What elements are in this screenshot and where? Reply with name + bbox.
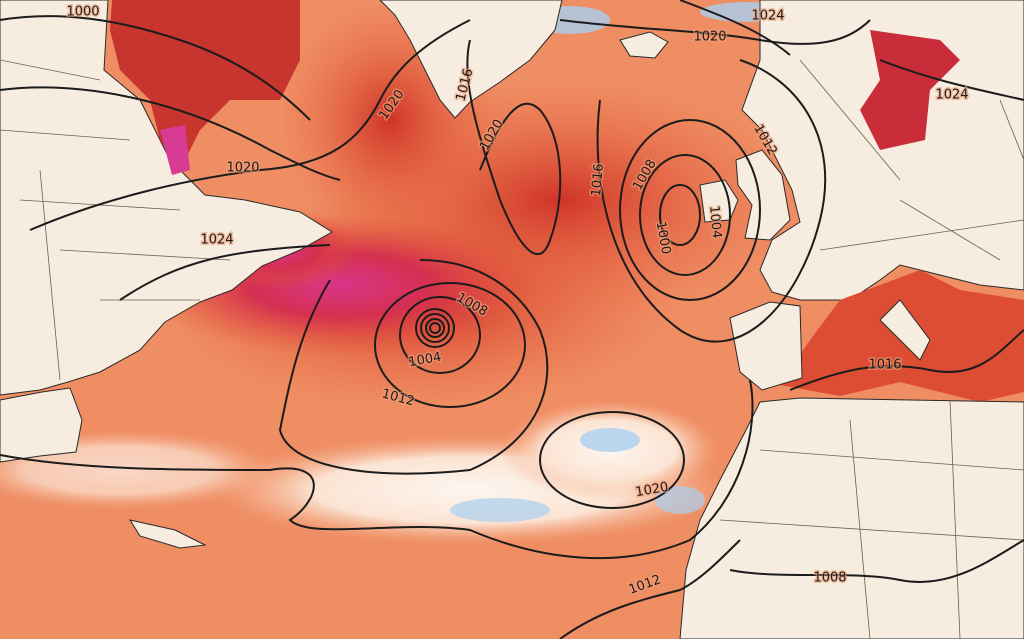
isobar-label: 1000 [66, 5, 99, 20]
ocean-shape [580, 428, 640, 452]
land-shape [735, 149, 791, 241]
isobars-shape [729, 539, 1024, 583]
isobars-shape [420, 313, 450, 343]
isobar-label: 1004 [407, 350, 442, 371]
ocean-shape [655, 486, 705, 514]
isobars-shape [619, 119, 761, 301]
south-land-shape [879, 299, 931, 361]
isobars-shape [539, 411, 685, 509]
isobar-label: 1016 [589, 163, 607, 197]
isobars-shape [119, 244, 331, 301]
borders-shape [719, 59, 1024, 639]
land-shape [699, 179, 739, 223]
land-shape [0, 387, 83, 463]
south-land [679, 299, 1024, 639]
isobar-label: 1020 [226, 161, 259, 176]
isobar-label: 1016 [868, 358, 901, 373]
isobar-label: 1024 [200, 233, 233, 248]
land-shape [128, 519, 207, 549]
isobar-label: 1004 [706, 205, 724, 239]
isobars-shape [278, 259, 549, 475]
isobars-shape [789, 329, 1024, 391]
isobars-shape [596, 59, 827, 343]
isobars-shape [0, 86, 341, 181]
isobars-shape [559, 19, 871, 45]
inland-seas-shape [160, 125, 190, 175]
south-land-shape [729, 301, 803, 391]
isobars-shape [0, 379, 754, 560]
inland-seas-shape [110, 0, 300, 170]
land-shape [619, 31, 669, 59]
isobar-label: 1020 [634, 480, 669, 501]
land-shape [0, 0, 333, 396]
isobars-shape [466, 39, 562, 255]
south-land-shape [679, 397, 1024, 639]
isobar-label: 1000 [653, 220, 674, 255]
isobars-shape [879, 59, 1024, 101]
isobars-shape [415, 308, 455, 348]
inland-seas-shape [860, 30, 960, 150]
isobar-label: 1020 [693, 30, 726, 45]
isobars-shape [639, 154, 731, 276]
land-shape [379, 0, 563, 119]
isobars-shape [29, 19, 471, 231]
isobars-shape [679, 0, 791, 56]
isobar-label: 1008 [813, 571, 846, 586]
ocean-shape [450, 498, 550, 522]
isobar-label: 1024 [751, 9, 784, 24]
isobars-shape [559, 539, 741, 639]
isobar-label: 1024 [935, 88, 968, 103]
isobars-shape [429, 322, 441, 334]
isobars-shape [0, 15, 311, 121]
isobars-shape [659, 184, 701, 246]
isobars-shape [399, 296, 481, 374]
isobars-shape [374, 282, 526, 408]
isobars-shape [425, 318, 445, 338]
